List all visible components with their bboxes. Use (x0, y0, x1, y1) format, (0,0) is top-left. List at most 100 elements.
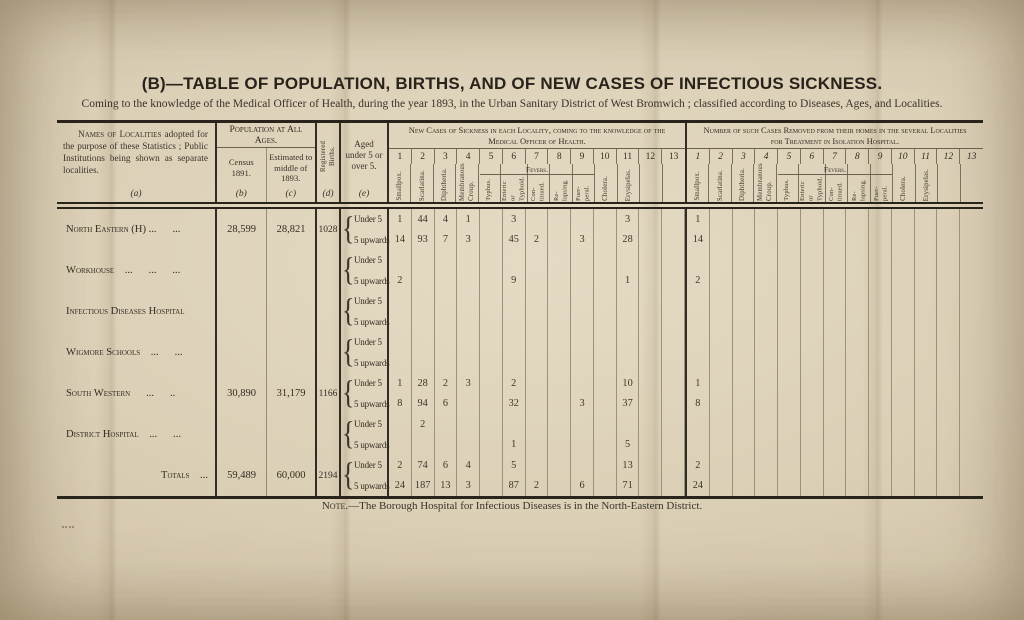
removed-cases-number-row: 1 2 3 4 5 6 7 8 9 10 11 12 13 (687, 149, 983, 164)
removed-over5-value (937, 271, 959, 292)
row-new-cases: 1 14 44 93 4 7 1 3 3 45 2 3 3 28 (389, 209, 687, 250)
removed-over5-value (892, 394, 914, 415)
case-cell: 6 13 (435, 455, 458, 496)
disease-label-cell: Smallpox. (687, 164, 710, 202)
case-over5-value (526, 312, 548, 333)
disease-label: Scarlatina. (716, 169, 724, 201)
disease-label: Cholera. (602, 176, 610, 201)
table-row: North Eastern (H) ... ... 28,599 28,821 102… (57, 209, 983, 250)
census-value: 28,599 (217, 209, 267, 250)
disease-column-number: 7 (824, 149, 847, 164)
removed-cell (824, 291, 847, 332)
removed-cell (960, 291, 983, 332)
removed-over5-value (960, 230, 983, 251)
removed-cell (801, 209, 824, 250)
census-value (217, 291, 267, 332)
removed-under5-value (710, 291, 732, 312)
case-over5-value: 94 (417, 398, 428, 410)
case-cell (594, 373, 617, 414)
header-population-group: Population at All Ages. Census 1891. (b)… (217, 123, 317, 202)
page-title: (B)—TABLE OF POPULATION, BIRTHS, AND OF … (141, 74, 883, 93)
removed-over5-value (778, 312, 800, 333)
table-row: Totals ... 59,489 60,000 2194{Under 5 5 upwa… (57, 455, 983, 496)
disease-column-number: 5 (778, 149, 801, 164)
removed-over5-value (869, 312, 891, 333)
removed-cases-disease-row: Fevers. Smallpox. Scarlatina. Diphtheria. M… (687, 163, 983, 202)
case-cell (548, 414, 572, 455)
case-under5-value (526, 414, 548, 435)
case-cell (548, 209, 572, 250)
case-over5-value: 3 (579, 234, 585, 246)
removed-over5-value (960, 394, 983, 415)
disease-label-cell (640, 164, 663, 202)
row-new-cases (389, 291, 687, 332)
case-over5-value (617, 312, 639, 333)
removed-under5-value (892, 373, 914, 394)
case-under5-value (571, 332, 593, 353)
note-lead: Note. (321, 500, 349, 512)
table-body: North Eastern (H) ... ... 28,599 28,821 102… (57, 209, 983, 496)
case-over5-value (571, 312, 593, 333)
removed-under5-value (869, 291, 891, 312)
removed-cell (869, 455, 892, 496)
estimated-value (267, 250, 317, 291)
case-over5-value (662, 394, 684, 415)
removed-cell (846, 414, 870, 455)
removed-under5-value: 2 (695, 459, 701, 471)
disease-column-number: 12 (937, 149, 961, 164)
row-new-cases: 2 24 74 187 6 13 4 3 5 87 2 6 13 71 (389, 455, 687, 496)
census-value (217, 332, 267, 373)
removed-over5-value (960, 312, 983, 333)
removed-under5-value (846, 332, 868, 353)
disease-label-cell: Membranous Croup. (456, 163, 479, 202)
disease-label: Diphtheria. (738, 168, 746, 201)
age-under5-label: Under 5 (354, 378, 382, 389)
disease-label: Enteric or Typhoid. (501, 176, 526, 201)
removed-cell: 2 24 (687, 455, 710, 496)
case-over5-value: 2 (533, 480, 540, 492)
case-under5-value (639, 373, 661, 394)
case-under5-value (571, 250, 593, 271)
removed-cell (710, 291, 733, 332)
case-over5-value (639, 271, 661, 292)
column-letter-d: (d) (322, 189, 334, 199)
disease-label: Smallpox. (396, 171, 404, 201)
disease-label-cell (961, 164, 983, 202)
case-over5-value (594, 312, 616, 333)
removed-cell (960, 414, 983, 455)
row-left-section: North Eastern (H) ... ... 28,599 28,821 102… (57, 209, 390, 250)
removed-over5-value (755, 476, 777, 497)
removed-over5-value: 14 (692, 234, 704, 246)
case-over5-value (503, 353, 525, 374)
removed-under5-value (915, 209, 937, 230)
age-over5-label: 5 upwards (354, 398, 390, 409)
disease-column-number: 13 (668, 151, 679, 162)
removed-under5-value (846, 250, 868, 271)
removed-cell (801, 414, 824, 455)
case-cell: 74 187 (412, 455, 435, 496)
removed-cell (915, 455, 938, 496)
removed-cell (733, 291, 756, 332)
case-under5-value (548, 332, 570, 353)
removed-over5-value (869, 271, 891, 292)
header-section-new-cases: New Cases of Sickness in each Locality, … (389, 123, 687, 202)
disease-label: Con- tinued. (828, 182, 844, 201)
case-cell (435, 291, 458, 332)
removed-over5-value (824, 230, 846, 251)
removed-over5-value (960, 476, 983, 497)
case-cell (480, 209, 503, 250)
removed-cell (869, 373, 892, 414)
case-under5-value: 10 (622, 377, 633, 389)
removed-over5-value (846, 394, 868, 415)
case-cell: 3 28 (617, 209, 640, 250)
case-over5-value (526, 435, 548, 456)
removed-over5-value (869, 353, 891, 374)
disease-label-cell: Re- lapsing. (848, 164, 871, 202)
disease-column-number: 6 (503, 149, 526, 164)
removed-over5-value (778, 271, 800, 292)
disease-label: Membranous Croup. (756, 163, 773, 201)
removed-cell (892, 332, 915, 373)
removed-cell (733, 250, 756, 291)
removed-under5-value (733, 414, 755, 435)
removed-under5-value (801, 209, 823, 230)
